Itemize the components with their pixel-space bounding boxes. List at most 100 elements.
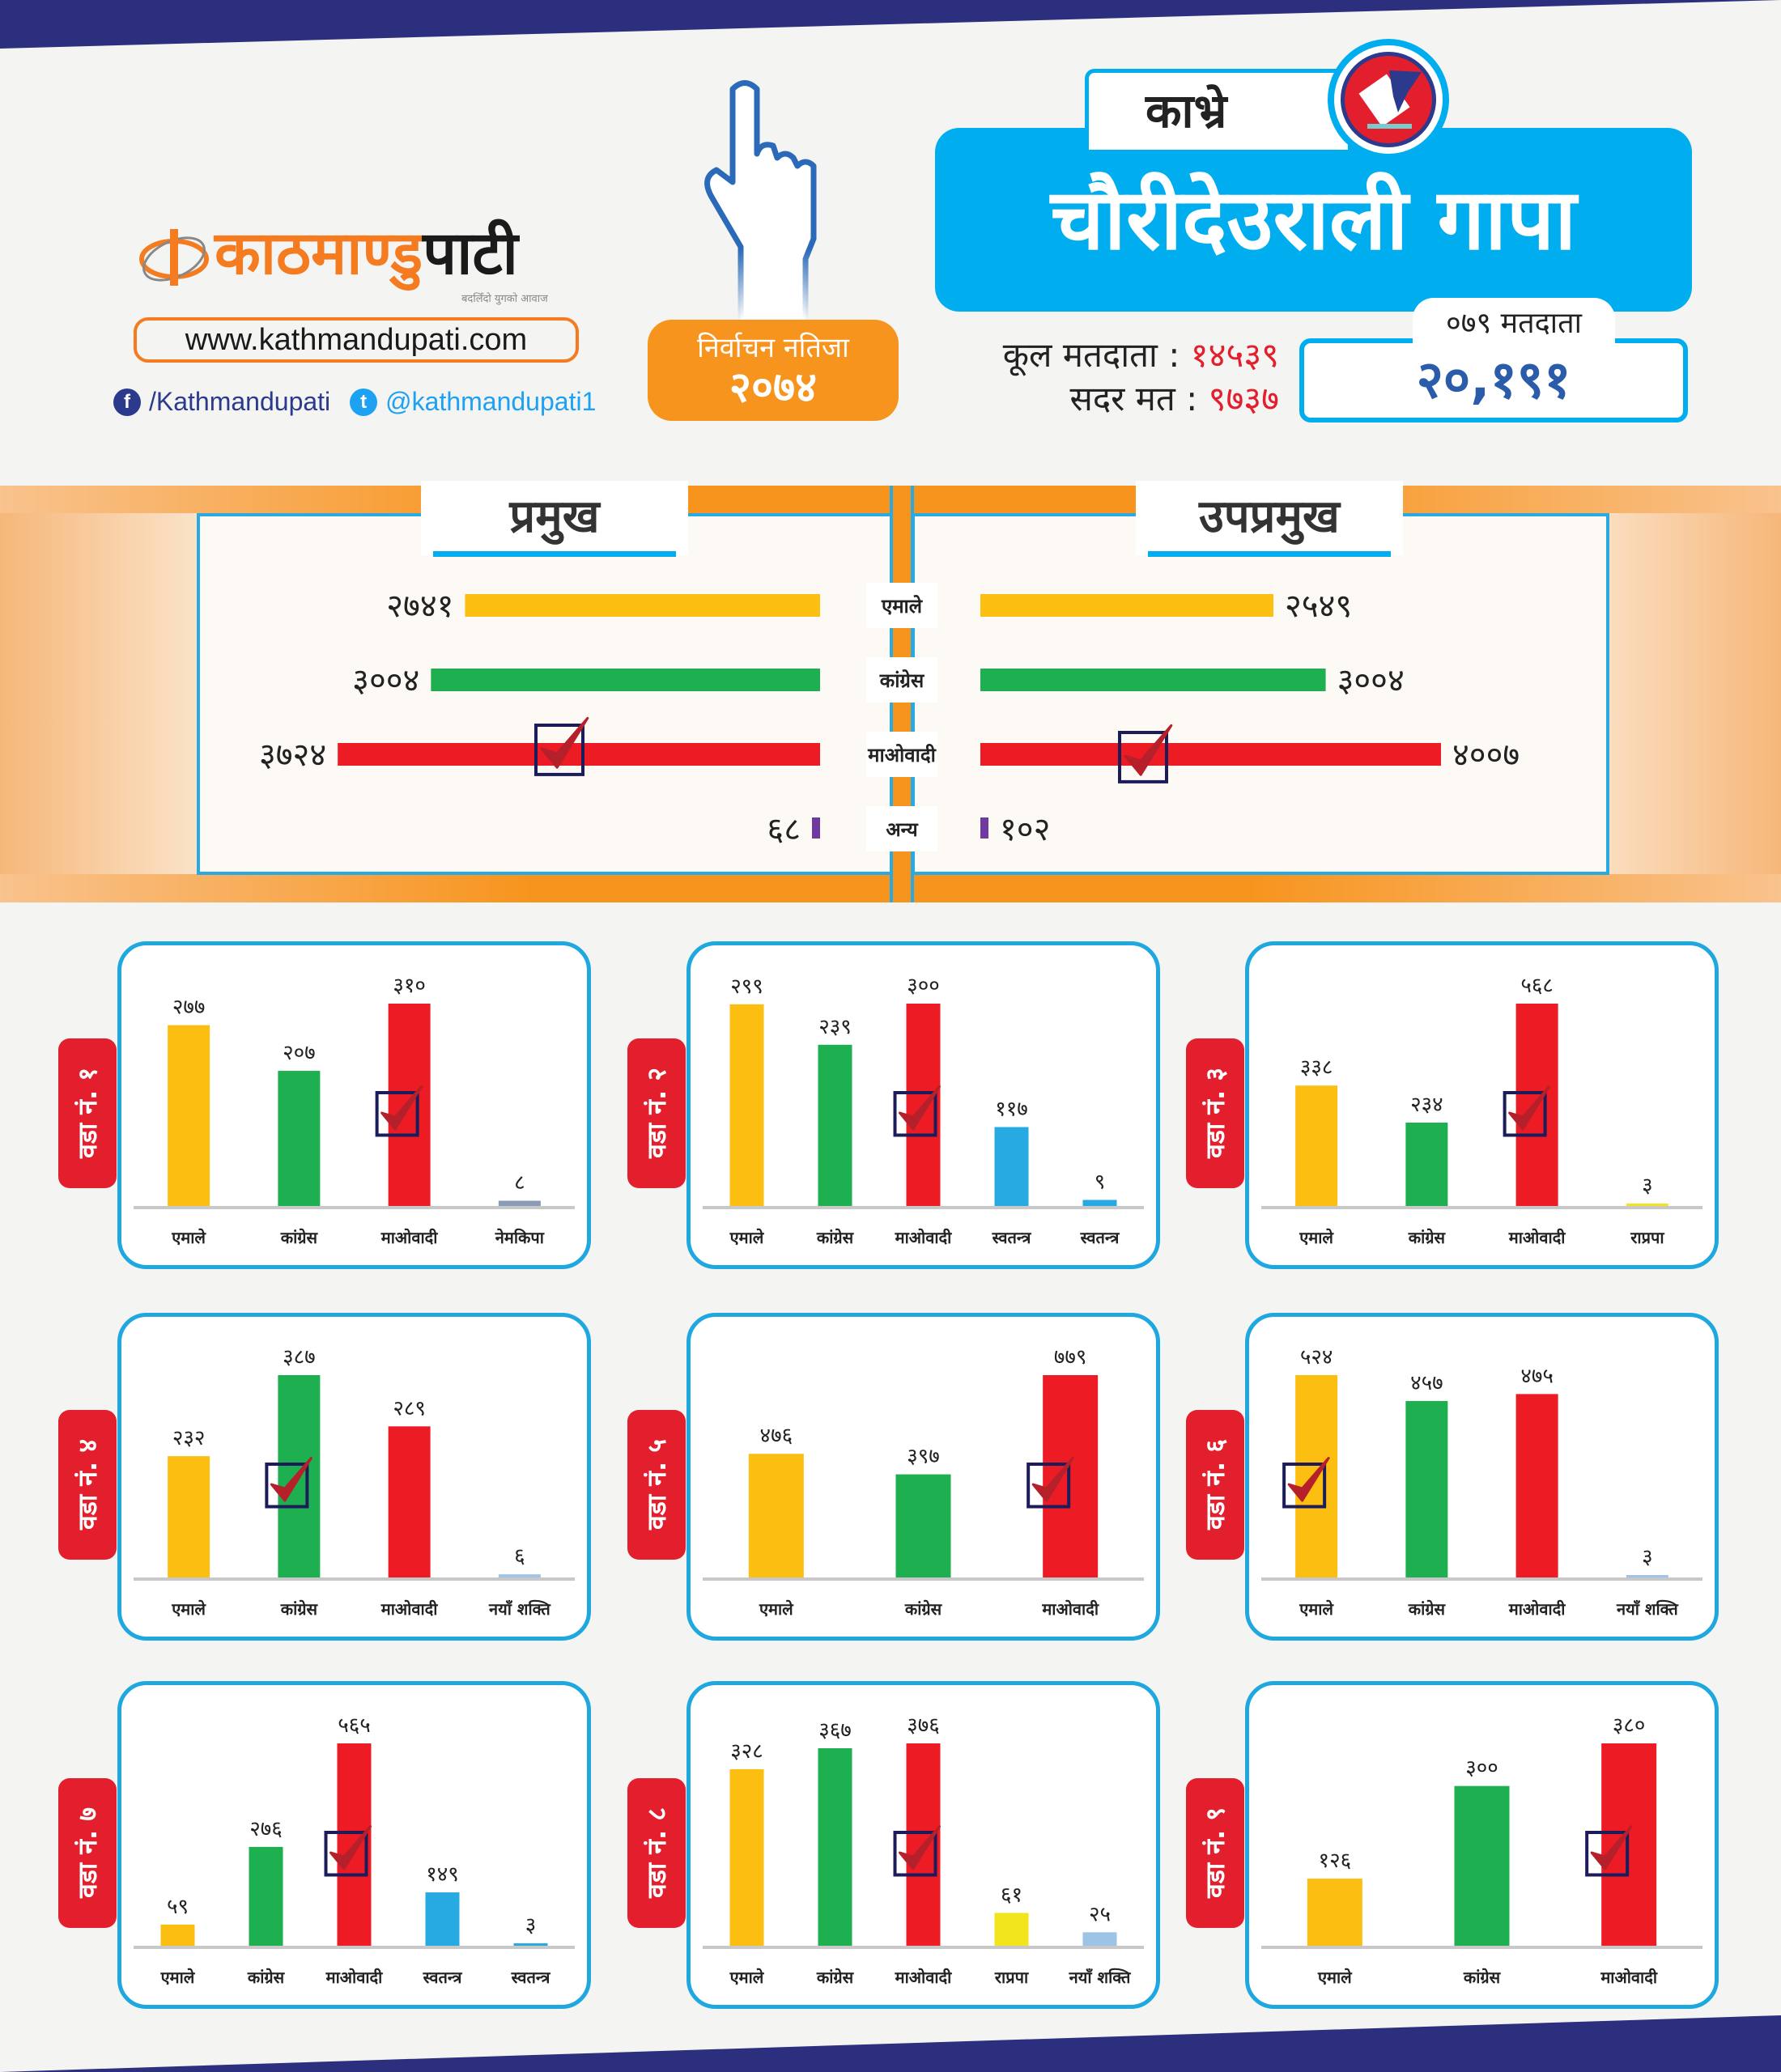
ward-bar-chart: ५९ एमाले २७६ कांग्रेस ५६५ माओवादी १४९ स्वतन्त्र… bbox=[134, 1713, 575, 1987]
winner-check-icon bbox=[265, 1457, 312, 1509]
bar bbox=[1515, 1394, 1558, 1577]
value-label: ६१ bbox=[1001, 1883, 1022, 1907]
deputy-panel bbox=[912, 513, 1609, 875]
total-voters-value: १४५३९ bbox=[1190, 335, 1279, 375]
ward-label: वडा नं. ९ bbox=[1186, 1778, 1244, 1928]
check-box bbox=[893, 1831, 937, 1877]
category-label: कांग्रेस bbox=[816, 1968, 855, 1987]
ward-label: वडा नं. २ bbox=[627, 1038, 686, 1188]
value-label: २७६ bbox=[249, 1817, 283, 1841]
value-label: २५ bbox=[1089, 1902, 1111, 1926]
logo-tagline: बदलिँदो युगको आवाज bbox=[461, 293, 548, 305]
winner-check-icon bbox=[1503, 1085, 1551, 1137]
ward-bar-chart: २३२ एमाले ३८७ कांग्रेस २८९ माओवादी ६ नयाँ शक्ति bbox=[134, 1345, 575, 1619]
voter-stats: कूल मतदाता : १४५३९ सदर मत : ९७३७ bbox=[923, 333, 1279, 421]
twitter-link[interactable]: @kathmandupati1 bbox=[385, 387, 597, 416]
bar bbox=[425, 1892, 460, 1946]
check-mark bbox=[380, 1085, 423, 1131]
ward-label: वडा नं. ४ bbox=[58, 1410, 117, 1560]
panel-divider bbox=[890, 486, 914, 902]
website-link[interactable]: www.kathmandupati.com bbox=[134, 317, 579, 363]
check-box bbox=[375, 1091, 419, 1137]
ward-label: वडा नं. ७ bbox=[58, 1778, 117, 1928]
category-label: कांग्रेस bbox=[280, 1228, 319, 1247]
value-label: ४७६ bbox=[760, 1424, 793, 1448]
category-label: नयाँ शक्ति bbox=[1616, 1599, 1679, 1619]
check-box bbox=[893, 1091, 937, 1137]
bar bbox=[1082, 1932, 1117, 1946]
brand-logo: काठमाण्डुपाटी बदलिँदो युगको आवाज bbox=[138, 219, 591, 316]
value-label: २३४ bbox=[1410, 1093, 1443, 1117]
winner-check-icon bbox=[324, 1825, 372, 1877]
value-label: ३९७ bbox=[907, 1445, 940, 1469]
value-label: ४५७ bbox=[1410, 1371, 1443, 1395]
category-label: स्वतन्त्र bbox=[1080, 1228, 1120, 1247]
bar bbox=[249, 1846, 283, 1946]
bar bbox=[1405, 1400, 1448, 1577]
category-label: कांग्रेस bbox=[247, 1968, 286, 1987]
ward-card: २३२ एमाले ३८७ कांग्रेस २८९ माओवादी ६ नयाँ शक्ति bbox=[117, 1313, 591, 1641]
badge-year: २०७४ bbox=[729, 363, 818, 412]
value-label: ३८० bbox=[1613, 1713, 1646, 1738]
value-label: ३१० bbox=[393, 974, 426, 998]
winner-check-icon bbox=[1282, 1457, 1330, 1509]
ward-card: १२६ एमाले ३०० कांग्रेस ३८० माओवादी bbox=[1245, 1681, 1719, 2009]
bar bbox=[278, 1071, 321, 1206]
value-label: ३८७ bbox=[283, 1345, 316, 1369]
facebook-link[interactable]: /Kathmandupati bbox=[149, 387, 331, 416]
check-box bbox=[1282, 1463, 1327, 1509]
category-label: कांग्रेस bbox=[816, 1228, 855, 1247]
value-label: २०७ bbox=[283, 1041, 316, 1065]
ward-bar-chart: १२६ एमाले ३०० कांग्रेस ३८० माओवादी bbox=[1261, 1713, 1702, 1987]
ward-label: वडा नं. ८ bbox=[627, 1778, 686, 1928]
election-result-badge: निर्वाचन नतिजा २०७४ bbox=[648, 320, 899, 421]
value-label: २८९ bbox=[393, 1396, 426, 1420]
category-label: एमाले bbox=[1317, 1968, 1353, 1987]
category-label: कांग्रेस bbox=[1408, 1599, 1447, 1619]
bottom-band bbox=[0, 2015, 1781, 2072]
value-label: ११७ bbox=[995, 1098, 1028, 1122]
ward-label: वडा नं. ३ bbox=[1186, 1038, 1244, 1188]
value-label: ६ bbox=[514, 1544, 525, 1569]
ward-label: वडा नं. ५ bbox=[627, 1410, 686, 1560]
category-label: स्वतन्त्र bbox=[992, 1228, 1032, 1247]
category-label: एमाले bbox=[171, 1228, 206, 1247]
voters-079-value: २०,१९१ bbox=[1299, 338, 1688, 422]
check-mark bbox=[270, 1457, 312, 1502]
category-label: कांग्रेस bbox=[280, 1599, 319, 1619]
category-label: माओवादी bbox=[1041, 1599, 1099, 1619]
ward-title: वडा नं. ५ bbox=[641, 1439, 672, 1531]
bar bbox=[168, 1025, 210, 1206]
value-label: ३०० bbox=[907, 974, 940, 998]
valid-votes-value: ९७३७ bbox=[1208, 379, 1279, 418]
value-label: ३ bbox=[1642, 1174, 1653, 1198]
ward-title: वडा नं. २ bbox=[641, 1068, 672, 1159]
value-label: ३०० bbox=[1465, 1756, 1498, 1781]
ward-card: ३३८ एमाले २३४ कांग्रेस ५६८ माओवादी ३ राप्रपा bbox=[1245, 941, 1719, 1269]
twitter-icon: t bbox=[350, 388, 378, 416]
ward-title: वडा नं. ३ bbox=[1200, 1068, 1231, 1159]
bar bbox=[1307, 1879, 1362, 1946]
value-label: ७७९ bbox=[1054, 1345, 1087, 1369]
check-mark bbox=[1590, 1825, 1633, 1870]
winner-check-icon bbox=[375, 1085, 423, 1137]
voting-finger-icon bbox=[704, 80, 817, 320]
value-label: २३९ bbox=[818, 1015, 852, 1039]
valid-votes-label: सदर मत : bbox=[1069, 379, 1198, 418]
bar bbox=[1405, 1123, 1448, 1206]
ward-bar-chart: २७७ एमाले २०७ कांग्रेस ३१० माओवादी ८ नेमकिपा bbox=[134, 974, 575, 1247]
ward-card: २७७ एमाले २०७ कांग्रेस ३१० माओवादी ८ नेमकिपा bbox=[117, 941, 591, 1269]
value-label: ३ bbox=[1642, 1545, 1653, 1569]
category-label: एमाले bbox=[160, 1968, 196, 1987]
value-label: १२६ bbox=[1319, 1849, 1352, 1873]
value-label: ३७६ bbox=[907, 1713, 940, 1738]
value-label: १४९ bbox=[426, 1862, 459, 1887]
category-label: माओवादी bbox=[1508, 1599, 1566, 1619]
bar bbox=[388, 1426, 431, 1577]
category-label: नेमकिपा bbox=[495, 1228, 545, 1247]
value-label: ५६८ bbox=[1520, 974, 1554, 998]
category-label: एमाले bbox=[1299, 1228, 1334, 1247]
deputy-tab: उपप्रमुख bbox=[1136, 481, 1403, 557]
voters-079-label: ०७९ मतदाता bbox=[1413, 298, 1615, 346]
mayor-panel bbox=[197, 513, 893, 875]
